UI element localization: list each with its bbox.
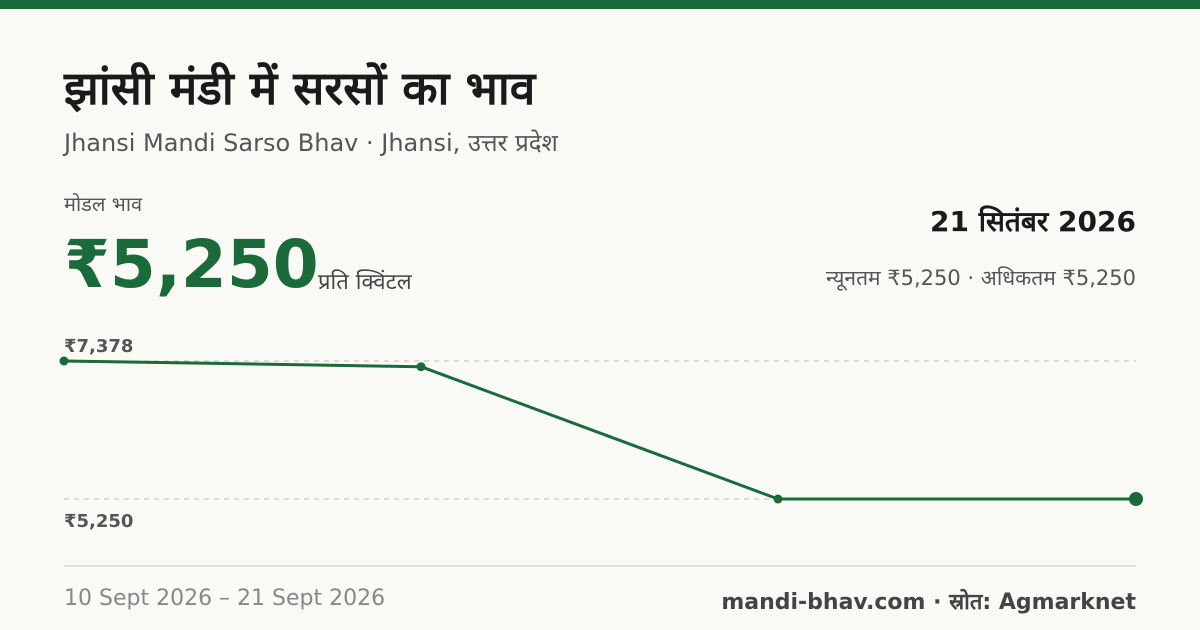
top-accent-bar — [0, 0, 1200, 9]
footer-source: mandi-bhav.com · स्रोत: Agmarknet — [721, 590, 1136, 615]
price-line-chart: ₹7,378 ₹5,250 — [59, 336, 1143, 532]
price-series-line — [62, 359, 1138, 501]
min-max-range: न्यूनतम ₹5,250 · अधिकतम ₹5,250 — [826, 266, 1136, 290]
footer-date-range: 10 Sept 2026 – 21 Sept 2026 — [64, 586, 386, 611]
latest-data-point — [1129, 492, 1143, 506]
y-tick-label: ₹7,378 — [64, 336, 133, 357]
price-unit: प्रति क्विंटल — [318, 270, 412, 295]
page-subtitle: Jhansi Mandi Sarso Bhav · Jhansi, उत्तर … — [64, 129, 558, 157]
modal-price-value: ₹5,250 — [64, 226, 319, 303]
modal-price-label: मोडल भाव — [64, 192, 143, 216]
y-tick-label: ₹5,250 — [64, 511, 133, 532]
price-date: 21 सितंबर 2026 — [930, 205, 1136, 238]
data-point — [416, 362, 426, 372]
footer-divider — [64, 565, 1136, 567]
data-point — [59, 356, 69, 366]
page-title: झांसी मंडी में सरसों का भाव — [64, 61, 536, 115]
data-point — [773, 494, 783, 504]
